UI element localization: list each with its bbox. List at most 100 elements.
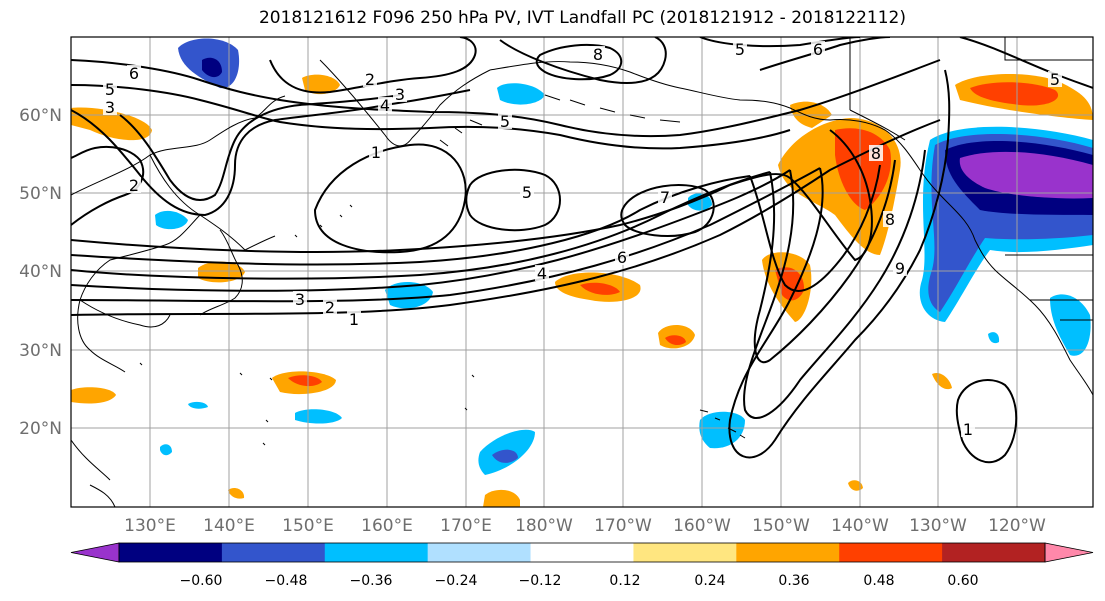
- lon-tick: 150°E: [282, 516, 334, 536]
- contour-label-bg: [893, 260, 907, 276]
- lon-ticks: 130°E 140°E 150°E 160°E 170°E 180°W 170°…: [124, 516, 1046, 536]
- contour-7-closed: [620, 184, 715, 237]
- contour-5: [71, 164, 881, 292]
- neg-anomaly-150e-s: [295, 409, 342, 424]
- contour-label: 6: [617, 248, 627, 267]
- colorbar-label: 0.36: [778, 573, 809, 589]
- contour-label: 3: [105, 98, 115, 117]
- lon-tick: 150°W: [752, 516, 810, 536]
- contour-north-5b: [499, 37, 667, 84]
- contour-label-bg: [378, 97, 392, 113]
- colorbar-swatch: [633, 543, 737, 562]
- contour-north-5: [71, 84, 791, 150]
- contour-label: 3: [295, 290, 305, 309]
- lat-ticks: 20°N 30°N 40°N 50°N 60°N: [19, 106, 62, 439]
- lon-tick: 160°E: [361, 516, 413, 536]
- contour-ne-5: [699, 37, 861, 48]
- map-frame: [70, 36, 1094, 508]
- colorbar-swatch: [324, 543, 429, 562]
- contour-label-bg: [127, 65, 141, 81]
- contour-hole-1: [955, 379, 1018, 464]
- neg-anomaly-bc-4: [959, 151, 1093, 199]
- colorbar-swatch: [530, 543, 634, 562]
- contour-6: [71, 129, 873, 262]
- contour-label-bg: [961, 421, 975, 437]
- colorbar-label: −0.36: [350, 573, 393, 589]
- contour-label-bg: [591, 46, 605, 62]
- colorbar-swatch: [942, 543, 1046, 562]
- contour-2: [71, 69, 951, 459]
- contour-label-bg: [103, 81, 117, 97]
- lon-tick: 170°W: [594, 516, 652, 536]
- lon-tick: 140°W: [831, 516, 889, 536]
- contour-label: 2: [129, 176, 139, 195]
- colorbar-label: −0.12: [519, 573, 562, 589]
- pos-anomaly-arctic-2: [970, 82, 1059, 106]
- contour-label: 6: [129, 64, 139, 83]
- contour-label-bg: [658, 189, 672, 205]
- contour-north-2: [269, 37, 477, 94]
- contour-label-bg: [498, 113, 512, 129]
- contour-label-bg: [127, 177, 141, 193]
- pos-anomaly-se: [848, 480, 863, 491]
- contour-label: 7: [660, 188, 670, 207]
- contour-label-bg: [615, 249, 629, 265]
- lon-tick: 130°W: [909, 516, 967, 536]
- colorbar-swatch: [427, 543, 532, 562]
- colorbar-label: −0.24: [435, 573, 478, 589]
- neg-anomaly-west: [160, 444, 172, 456]
- colorbar-swatch: [839, 543, 943, 562]
- contour-west-small: [71, 145, 145, 226]
- colorbar-label: −0.60: [180, 573, 223, 589]
- pos-anomaly-172w-2: [580, 282, 620, 295]
- contour-label: 8: [871, 144, 881, 163]
- lat-tick: 60°N: [19, 106, 62, 126]
- pos-anomaly-163w-2: [665, 335, 686, 346]
- coast-japan: [199, 229, 276, 316]
- lon-tick: 130°E: [124, 516, 176, 536]
- neg-anomaly-cal: [988, 332, 1000, 344]
- contour-label-bg: [1048, 71, 1062, 87]
- lon-tick: 180°W: [515, 516, 573, 536]
- pos-anomaly-155e: [302, 74, 340, 95]
- colorbar-label: 0.24: [694, 573, 725, 589]
- pos-anomaly-180-s: [483, 489, 520, 507]
- islands-hawaii: [699, 409, 746, 439]
- colorbar-extend-max: [1044, 542, 1094, 563]
- neg-anomaly-175w: [497, 83, 545, 105]
- contour-label: 1: [963, 420, 973, 439]
- contour-label: 1: [349, 310, 359, 329]
- neg-anomaly-okhotsk-2: [202, 57, 222, 78]
- contour-4: [71, 159, 896, 364]
- neg-anomaly-155w: [699, 411, 745, 449]
- lat-tick: 20°N: [19, 419, 62, 439]
- contour-label-bg: [369, 144, 383, 160]
- lon-tick: 120°W: [988, 516, 1046, 536]
- lat-tick: 50°N: [19, 184, 62, 204]
- pos-anomaly-150e-2: [288, 375, 322, 387]
- colorbar-swatch: [119, 543, 223, 562]
- contour-3: [71, 149, 926, 420]
- contour-label-bg: [103, 99, 117, 115]
- islands-pacific: [139, 204, 475, 446]
- contour-5-closed: [465, 168, 561, 232]
- lon-tick: 160°W: [673, 516, 731, 536]
- neg-anomaly-155e: [385, 281, 433, 309]
- contour-label: 4: [537, 264, 547, 283]
- contour-label: 9: [895, 259, 905, 278]
- contour-label-bg: [363, 71, 377, 87]
- contour-label: 4: [380, 96, 390, 115]
- neg-anomaly-165e: [188, 401, 208, 409]
- coastlines: [71, 37, 1093, 507]
- neg-anomaly-165w: [688, 193, 712, 211]
- contour-label-bg: [393, 86, 407, 102]
- colorbar-label: −0.48: [265, 573, 308, 589]
- colorbar-label: 0.48: [863, 573, 894, 589]
- contour-label: 5: [735, 40, 745, 59]
- contour-label-bg: [347, 311, 361, 327]
- contour-label: 5: [500, 112, 510, 131]
- contour-1-closed-west: [313, 143, 467, 254]
- contour-label: 6: [813, 40, 823, 59]
- lon-tick: 140°E: [203, 516, 255, 536]
